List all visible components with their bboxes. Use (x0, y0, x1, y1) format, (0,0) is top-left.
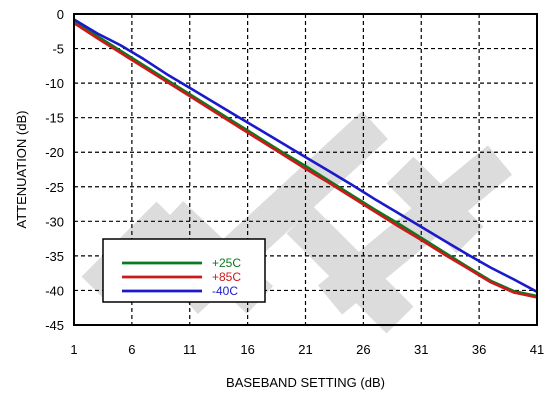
legend-label: -40C (212, 284, 238, 298)
y-tick-label: -35 (45, 249, 64, 264)
y-tick-label: -10 (45, 76, 64, 91)
series-lines (73, 18, 538, 299)
y-tick-label: -40 (45, 283, 64, 298)
watermark-stroke (317, 145, 513, 315)
legend-label: +25C (212, 256, 241, 270)
x-tick-label: 6 (128, 342, 135, 357)
x-tick-labels: 1 6 11 16 21 26 31 36 41 (70, 342, 544, 357)
legend-label: +85C (212, 270, 241, 284)
x-axis-title: BASEBAND SETTING (dB) (226, 375, 385, 390)
y-tick-label: 0 (57, 7, 64, 22)
x-tick-label: 26 (356, 342, 370, 357)
y-axis-title: ATTENUATION (dB) (14, 111, 29, 229)
x-tick-label: 41 (530, 342, 544, 357)
watermark-stroke (386, 156, 484, 254)
x-tick-label: 16 (240, 342, 254, 357)
y-tick-label: -5 (52, 42, 64, 57)
x-tick-label: 36 (472, 342, 486, 357)
y-tick-labels: 0 -5 -10 -15 -20 -25 -30 -35 -40 -45 (45, 7, 64, 333)
plot-frame (73, 13, 538, 326)
y-tick-label: -45 (45, 318, 64, 333)
x-tick-label: 31 (414, 342, 428, 357)
y-tick-label: -30 (45, 214, 64, 229)
x-tick-label: 11 (183, 342, 197, 357)
series-line-plus25C (73, 19, 538, 298)
x-tick-label: 21 (298, 342, 312, 357)
y-tick-label: -25 (45, 180, 64, 195)
x-tick-label: 1 (70, 342, 77, 357)
y-tick-label: -20 (45, 145, 64, 160)
y-tick-label: -15 (45, 111, 64, 126)
series-line-plus85C (73, 21, 538, 299)
series-line-minus40C (73, 18, 538, 293)
legend: +25C+85C-40C (102, 238, 266, 303)
